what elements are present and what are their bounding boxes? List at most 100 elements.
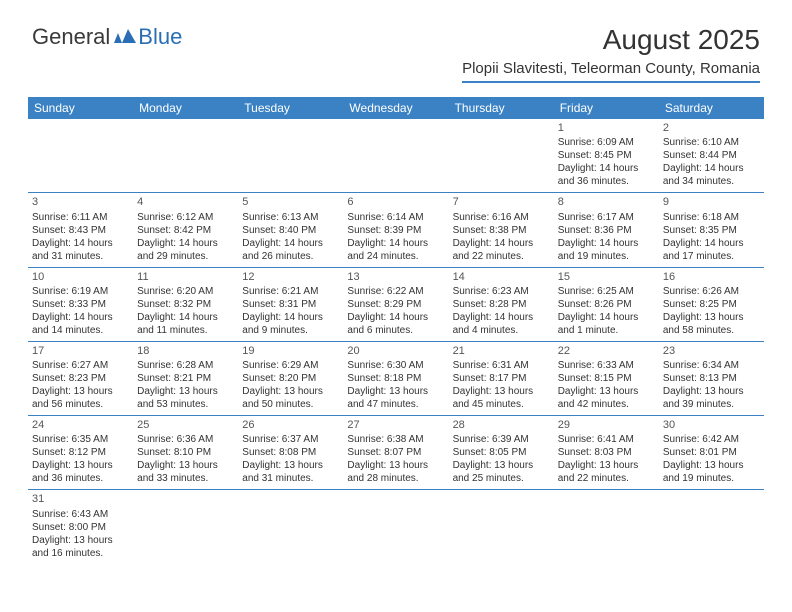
sunset-text: Sunset: 8:07 PM [347, 446, 444, 459]
day-number: 31 [32, 492, 129, 506]
daylight-text: Daylight: 13 hours and 45 minutes. [453, 385, 550, 411]
sunrise-text: Sunrise: 6:37 AM [242, 433, 339, 446]
sunrise-text: Sunrise: 6:41 AM [558, 433, 655, 446]
sunrise-text: Sunrise: 6:35 AM [32, 433, 129, 446]
daylight-text: Daylight: 13 hours and 36 minutes. [32, 459, 129, 485]
daylight-text: Daylight: 13 hours and 42 minutes. [558, 385, 655, 411]
sunrise-text: Sunrise: 6:27 AM [32, 359, 129, 372]
calendar-cell: 22Sunrise: 6:33 AMSunset: 8:15 PMDayligh… [554, 341, 659, 415]
daylight-text: Daylight: 13 hours and 58 minutes. [663, 311, 760, 337]
sunset-text: Sunset: 8:28 PM [453, 298, 550, 311]
daylight-text: Daylight: 14 hours and 14 minutes. [32, 311, 129, 337]
daylight-text: Daylight: 14 hours and 24 minutes. [347, 237, 444, 263]
daylight-text: Daylight: 14 hours and 9 minutes. [242, 311, 339, 337]
day-number: 10 [32, 270, 129, 284]
sunrise-text: Sunrise: 6:22 AM [347, 285, 444, 298]
daylight-text: Daylight: 14 hours and 4 minutes. [453, 311, 550, 337]
calendar-cell: 17Sunrise: 6:27 AMSunset: 8:23 PMDayligh… [28, 341, 133, 415]
header: General Blue August 2025 Plopii Slavites… [0, 0, 792, 91]
sunset-text: Sunset: 8:12 PM [32, 446, 129, 459]
daylight-text: Daylight: 13 hours and 25 minutes. [453, 459, 550, 485]
calendar-cell: 20Sunrise: 6:30 AMSunset: 8:18 PMDayligh… [343, 341, 448, 415]
day-number: 19 [242, 344, 339, 358]
sunrise-text: Sunrise: 6:18 AM [663, 211, 760, 224]
daylight-text: Daylight: 14 hours and 19 minutes. [558, 237, 655, 263]
calendar-cell: 6Sunrise: 6:14 AMSunset: 8:39 PMDaylight… [343, 193, 448, 267]
calendar-row: 3Sunrise: 6:11 AMSunset: 8:43 PMDaylight… [28, 193, 764, 267]
day-number: 3 [32, 195, 129, 209]
day-number: 11 [137, 270, 234, 284]
sunrise-text: Sunrise: 6:09 AM [558, 136, 655, 149]
calendar-cell: 11Sunrise: 6:20 AMSunset: 8:32 PMDayligh… [133, 267, 238, 341]
day-number: 1 [558, 121, 655, 135]
day-number: 2 [663, 121, 760, 135]
location-text: Plopii Slavitesti, Teleorman County, Rom… [462, 60, 760, 83]
day-number: 27 [347, 418, 444, 432]
sunset-text: Sunset: 8:03 PM [558, 446, 655, 459]
daylight-text: Daylight: 14 hours and 17 minutes. [663, 237, 760, 263]
calendar-cell: 10Sunrise: 6:19 AMSunset: 8:33 PMDayligh… [28, 267, 133, 341]
day-number: 16 [663, 270, 760, 284]
sunset-text: Sunset: 8:13 PM [663, 372, 760, 385]
logo-text-blue: Blue [138, 24, 182, 50]
calendar-cell: 2Sunrise: 6:10 AMSunset: 8:44 PMDaylight… [659, 119, 764, 193]
daylight-text: Daylight: 14 hours and 26 minutes. [242, 237, 339, 263]
sunrise-text: Sunrise: 6:30 AM [347, 359, 444, 372]
daylight-text: Daylight: 13 hours and 47 minutes. [347, 385, 444, 411]
day-number: 24 [32, 418, 129, 432]
calendar-cell [28, 119, 133, 193]
calendar-cell [449, 119, 554, 193]
sunset-text: Sunset: 8:36 PM [558, 224, 655, 237]
sunset-text: Sunset: 8:23 PM [32, 372, 129, 385]
sunrise-text: Sunrise: 6:26 AM [663, 285, 760, 298]
day-number: 8 [558, 195, 655, 209]
sunset-text: Sunset: 8:29 PM [347, 298, 444, 311]
day-number: 29 [558, 418, 655, 432]
calendar-cell [554, 490, 659, 564]
daylight-text: Daylight: 13 hours and 50 minutes. [242, 385, 339, 411]
calendar-cell: 14Sunrise: 6:23 AMSunset: 8:28 PMDayligh… [449, 267, 554, 341]
sunset-text: Sunset: 8:17 PM [453, 372, 550, 385]
calendar-cell: 30Sunrise: 6:42 AMSunset: 8:01 PMDayligh… [659, 416, 764, 490]
calendar-cell [659, 490, 764, 564]
daylight-text: Daylight: 13 hours and 53 minutes. [137, 385, 234, 411]
sunrise-text: Sunrise: 6:20 AM [137, 285, 234, 298]
sunset-text: Sunset: 8:05 PM [453, 446, 550, 459]
sunset-text: Sunset: 8:32 PM [137, 298, 234, 311]
calendar-cell: 1Sunrise: 6:09 AMSunset: 8:45 PMDaylight… [554, 119, 659, 193]
sunset-text: Sunset: 8:42 PM [137, 224, 234, 237]
daylight-text: Daylight: 13 hours and 33 minutes. [137, 459, 234, 485]
calendar-cell: 13Sunrise: 6:22 AMSunset: 8:29 PMDayligh… [343, 267, 448, 341]
sunrise-text: Sunrise: 6:23 AM [453, 285, 550, 298]
daylight-text: Daylight: 13 hours and 28 minutes. [347, 459, 444, 485]
sunrise-text: Sunrise: 6:12 AM [137, 211, 234, 224]
weekday-header: Tuesday [238, 97, 343, 119]
calendar-cell: 4Sunrise: 6:12 AMSunset: 8:42 PMDaylight… [133, 193, 238, 267]
title-block: August 2025 Plopii Slavitesti, Teleorman… [462, 24, 760, 83]
day-number: 13 [347, 270, 444, 284]
calendar-table: Sunday Monday Tuesday Wednesday Thursday… [28, 97, 764, 564]
daylight-text: Daylight: 13 hours and 31 minutes. [242, 459, 339, 485]
calendar-cell [343, 490, 448, 564]
day-number: 20 [347, 344, 444, 358]
calendar-row: 31Sunrise: 6:43 AMSunset: 8:00 PMDayligh… [28, 490, 764, 564]
calendar-cell: 18Sunrise: 6:28 AMSunset: 8:21 PMDayligh… [133, 341, 238, 415]
daylight-text: Daylight: 14 hours and 1 minute. [558, 311, 655, 337]
sunset-text: Sunset: 8:39 PM [347, 224, 444, 237]
weekday-header-row: Sunday Monday Tuesday Wednesday Thursday… [28, 97, 764, 119]
sunset-text: Sunset: 8:38 PM [453, 224, 550, 237]
day-number: 23 [663, 344, 760, 358]
calendar-cell: 3Sunrise: 6:11 AMSunset: 8:43 PMDaylight… [28, 193, 133, 267]
daylight-text: Daylight: 13 hours and 39 minutes. [663, 385, 760, 411]
daylight-text: Daylight: 14 hours and 11 minutes. [137, 311, 234, 337]
sunset-text: Sunset: 8:20 PM [242, 372, 339, 385]
weekday-header: Saturday [659, 97, 764, 119]
calendar-cell [449, 490, 554, 564]
calendar-cell [133, 490, 238, 564]
sunset-text: Sunset: 8:18 PM [347, 372, 444, 385]
sunset-text: Sunset: 8:10 PM [137, 446, 234, 459]
day-number: 15 [558, 270, 655, 284]
calendar-cell [238, 490, 343, 564]
logo: General Blue [32, 24, 182, 50]
calendar-cell: 9Sunrise: 6:18 AMSunset: 8:35 PMDaylight… [659, 193, 764, 267]
